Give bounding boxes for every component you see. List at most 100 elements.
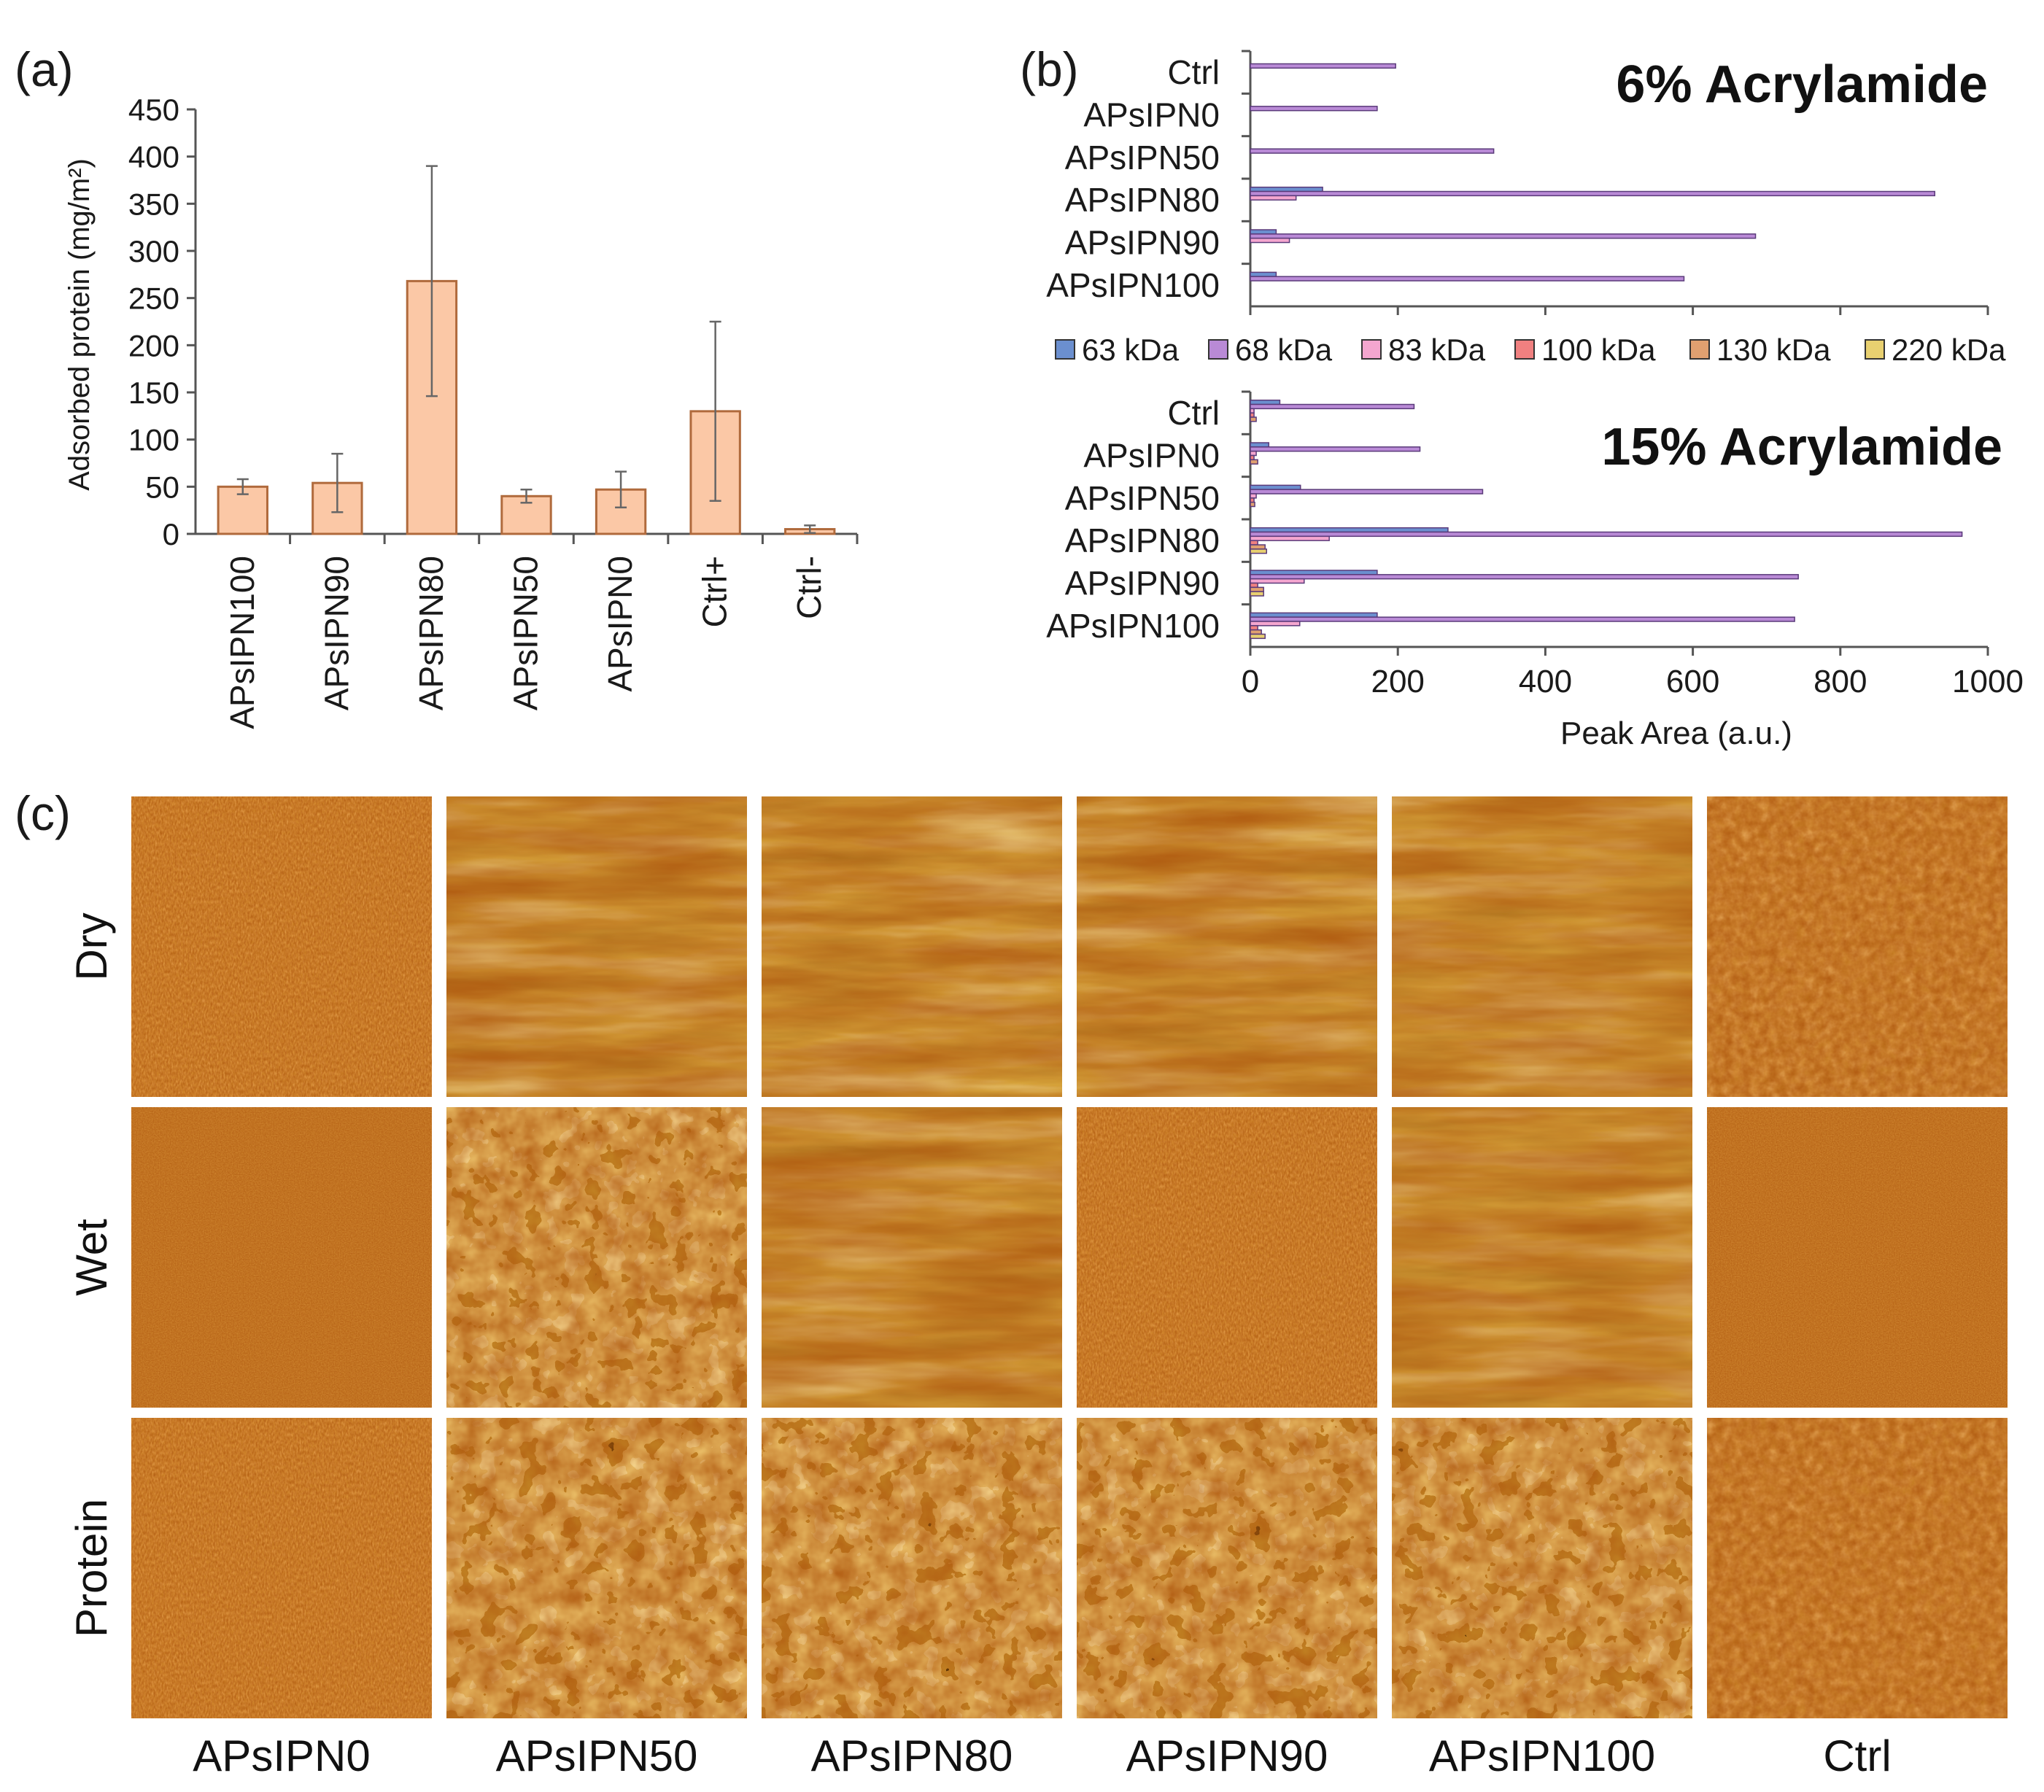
chart-b-bar	[1250, 574, 1799, 580]
legend-swatch	[1865, 339, 1885, 360]
chart-a-ytick-label: 300	[128, 234, 179, 268]
chart-a-category-label: APsIPN50	[507, 556, 545, 710]
legend-swatch	[1689, 339, 1710, 360]
chart-b-bar	[1250, 586, 1264, 592]
chart-b-bar	[1250, 548, 1267, 554]
panel-b-label: (b)	[1020, 42, 1079, 96]
afm-column-label: APsIPN100	[1429, 1731, 1655, 1780]
chart-b-15pct: 15% Acrylamide Peak Area (a.u.) 0 200 400 6…	[1046, 390, 2024, 751]
afm-image-tile	[1077, 1418, 1377, 1718]
afm-image-tile	[1707, 1418, 2008, 1718]
chart-b-bar	[1250, 497, 1255, 503]
chart-b-legend: 63 kDa 68 kDa 83 kDa 100 kDa 130 kDa 220 kDa	[1055, 333, 2006, 367]
chart-b-xtick-label: 400	[1519, 664, 1572, 699]
chart-b-bar	[1250, 237, 1290, 244]
chart-a-category-label: Ctrl-	[790, 556, 828, 619]
chart-b-category-label: APsIPN80	[1065, 181, 1220, 219]
chart-b-bar	[1250, 616, 1795, 622]
chart-b-category-label: APsIPN90	[1065, 224, 1220, 262]
chart-b-category-label: APsIPN90	[1065, 565, 1220, 602]
legend-swatch	[1514, 339, 1535, 360]
afm-row-label: Dry	[67, 912, 116, 980]
chart-a-ytick-label: 100	[128, 423, 179, 457]
legend-label: 63 kDa	[1082, 333, 1180, 367]
legend-swatch	[1361, 339, 1382, 360]
chart-b-bar	[1250, 190, 1935, 197]
chart-b-bar	[1250, 195, 1297, 201]
chart-a-category-label: APsIPN90	[317, 556, 355, 710]
chart-b-bar	[1250, 408, 1255, 414]
chart-b-xtick-label: 600	[1666, 664, 1719, 699]
afm-image-tile	[446, 1418, 747, 1718]
afm-image-grid: Dry Wet Protein APsIPN0 APsIPN50 APsIPN80 APsI…	[67, 796, 2008, 1780]
legend-label: 220 kDa	[1892, 333, 2006, 367]
legend-label: 100 kDa	[1541, 333, 1656, 367]
chart-b-xtick-label: 0	[1242, 664, 1259, 699]
chart-b-bar	[1250, 271, 1277, 277]
chart-b-bar	[1250, 527, 1449, 533]
chart-b-bar	[1250, 454, 1255, 461]
afm-image-tile	[131, 1418, 432, 1718]
chart-b-bar	[1250, 535, 1330, 541]
afm-column-label: APsIPN0	[193, 1731, 370, 1780]
legend-label: 68 kDa	[1235, 333, 1333, 367]
chart-a-ytick-label: 0	[163, 517, 179, 551]
afm-row-label: Wet	[67, 1219, 116, 1296]
chart-b-category-label: APsIPN80	[1065, 521, 1220, 559]
chart-b-6pct-title: 6% Acrylamide	[1616, 55, 1988, 114]
afm-image-tile	[446, 1107, 747, 1408]
chart-b-bar	[1250, 412, 1255, 418]
chart-b-6pct: 6% Acrylamide Ctrl APsIPN0 APsIPN50 APsIPN8…	[1046, 50, 1989, 315]
chart-a-category-label: APsIPN80	[412, 556, 450, 710]
chart-a-category-label: Ctrl+	[696, 556, 734, 627]
chart-a-ylabel: Adsorbed protein (mg/m²)	[63, 158, 96, 491]
chart-b-bar	[1250, 612, 1378, 618]
chart-b-category-label: APsIPN50	[1065, 479, 1220, 517]
chart-b-bar	[1250, 446, 1421, 452]
afm-row-label: Protein	[67, 1499, 116, 1637]
legend-swatch	[1208, 339, 1228, 360]
afm-image-tile	[1707, 796, 2008, 1097]
panel-a-label: (a)	[15, 42, 74, 96]
afm-image-tile	[1707, 1107, 2008, 1408]
chart-b-category-label: APsIPN50	[1065, 139, 1220, 177]
chart-b-category-label: Ctrl	[1167, 394, 1220, 432]
chart-b-category-label: APsIPN0	[1083, 437, 1220, 475]
chart-b-bar	[1250, 540, 1258, 546]
afm-column-label: APsIPN80	[811, 1731, 1013, 1780]
legend-swatch	[1055, 339, 1075, 360]
chart-b-xlabel: Peak Area (a.u.)	[1560, 715, 1792, 751]
chart-b-category-label: APsIPN100	[1046, 266, 1220, 304]
chart-b-bar	[1250, 484, 1301, 490]
afm-column-label: Ctrl	[1823, 1731, 1891, 1780]
chart-b-bar	[1250, 493, 1257, 499]
afm-image-tile	[446, 796, 747, 1097]
chart-b-bar	[1250, 531, 1963, 538]
chart-b-15pct-title: 15% Acrylamide	[1601, 418, 2002, 476]
afm-image-tile	[1392, 1418, 1692, 1718]
chart-b-bar	[1250, 459, 1258, 465]
chart-a-ytick-label: 350	[128, 187, 179, 221]
chart-b-bar	[1250, 186, 1323, 193]
afm-image-tile	[1077, 796, 1377, 1097]
chart-b-bar	[1250, 582, 1258, 589]
chart-b-bar	[1250, 570, 1378, 575]
panel-c-label: (c)	[15, 786, 71, 840]
chart-b-bar	[1250, 399, 1281, 406]
chart-b-bar	[1250, 276, 1685, 282]
chart-b-xtick-label: 1000	[1952, 664, 2024, 699]
chart-b-bar	[1250, 229, 1277, 235]
chart-b-bar	[1250, 63, 1396, 69]
chart-a-ytick-label: 250	[128, 282, 179, 316]
afm-image-tile	[762, 1107, 1062, 1408]
chart-b-bar	[1250, 442, 1270, 448]
chart-b-bar	[1250, 629, 1262, 635]
chart-b-bar	[1250, 621, 1301, 627]
chart-b-bar	[1250, 489, 1484, 494]
legend-label: 83 kDa	[1388, 333, 1486, 367]
chart-b-bar	[1250, 450, 1257, 457]
afm-image-tile	[1392, 1107, 1692, 1408]
afm-image-tile	[762, 796, 1062, 1097]
afm-image-tile	[762, 1418, 1062, 1718]
